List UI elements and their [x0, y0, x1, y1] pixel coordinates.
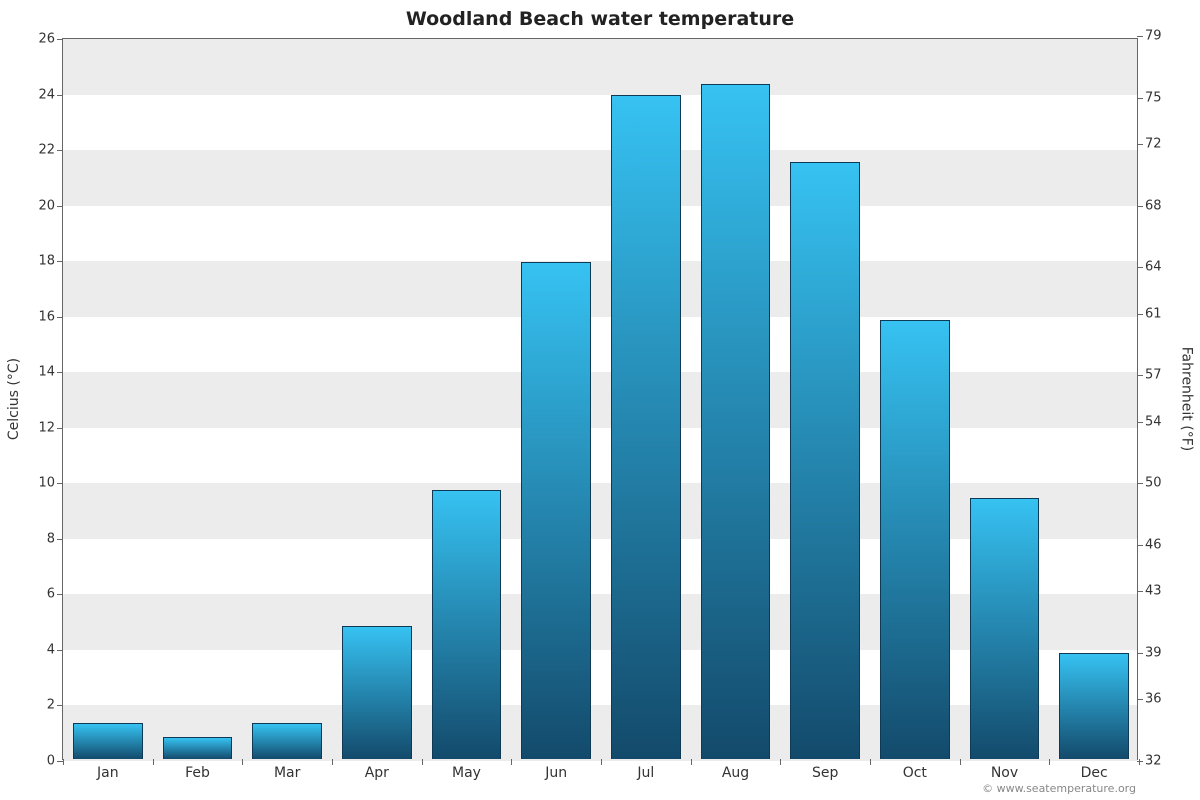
y-left-tickmark	[57, 428, 63, 429]
x-category-label: Dec	[1081, 759, 1108, 781]
y-axis-right-label: Fahrenheit (°F)	[1178, 347, 1194, 451]
bar	[790, 162, 860, 759]
x-tickmark	[960, 759, 961, 765]
y-left-tickmark	[57, 650, 63, 651]
x-category-label: Apr	[365, 759, 389, 781]
y-left-tickmark	[57, 150, 63, 151]
x-category-label: May	[452, 759, 481, 781]
y-left-tickmark	[57, 705, 63, 706]
x-category-label: Feb	[185, 759, 210, 781]
credit-text: © www.seatemperature.org	[982, 782, 1136, 795]
x-tickmark	[601, 759, 602, 765]
x-category-label: Mar	[274, 759, 300, 781]
x-category-label: Sep	[812, 759, 838, 781]
bar	[970, 498, 1040, 759]
x-category-label: Jan	[97, 759, 119, 781]
bar	[432, 490, 502, 759]
y-right-tickmark	[1137, 206, 1143, 207]
x-category-label: Nov	[991, 759, 1018, 781]
grid-band	[63, 150, 1137, 206]
x-tickmark	[422, 759, 423, 765]
x-category-label: Oct	[903, 759, 927, 781]
x-tickmark	[332, 759, 333, 765]
bar	[163, 737, 233, 759]
x-tickmark	[1139, 759, 1140, 765]
x-tickmark	[780, 759, 781, 765]
y-right-tickmark	[1137, 653, 1143, 654]
y-left-tickmark	[57, 261, 63, 262]
bar	[701, 84, 771, 759]
y-axis-left-label: Celcius (°C)	[6, 358, 22, 440]
y-right-tickmark	[1137, 545, 1143, 546]
grid-band	[63, 39, 1137, 95]
bar	[521, 262, 591, 759]
bar	[342, 626, 412, 759]
y-right-tickmark	[1137, 422, 1143, 423]
x-tickmark	[511, 759, 512, 765]
y-right-tickmark	[1137, 144, 1143, 145]
y-left-tickmark	[57, 539, 63, 540]
bar	[252, 723, 322, 759]
grid-band	[63, 261, 1137, 317]
x-category-label: Jul	[637, 759, 654, 781]
x-tickmark	[691, 759, 692, 765]
x-tickmark	[63, 759, 64, 765]
y-right-tickmark	[1137, 375, 1143, 376]
y-left-tickmark	[57, 594, 63, 595]
y-right-tickmark	[1137, 483, 1143, 484]
x-category-label: Jun	[545, 759, 567, 781]
bar	[73, 723, 143, 759]
x-tickmark	[870, 759, 871, 765]
x-category-label: Aug	[722, 759, 749, 781]
x-tickmark	[242, 759, 243, 765]
y-right-tickmark	[1137, 699, 1143, 700]
x-tickmark	[153, 759, 154, 765]
y-right-tickmark	[1137, 36, 1143, 37]
chart-title: Woodland Beach water temperature	[0, 8, 1200, 30]
y-left-tickmark	[57, 39, 63, 40]
y-left-tickmark	[57, 206, 63, 207]
y-right-tickmark	[1137, 314, 1143, 315]
y-left-tickmark	[57, 317, 63, 318]
y-right-tickmark	[1137, 98, 1143, 99]
y-left-tickmark	[57, 95, 63, 96]
x-tickmark	[1049, 759, 1050, 765]
y-right-tickmark	[1137, 591, 1143, 592]
y-left-tickmark	[57, 483, 63, 484]
y-left-tickmark	[57, 372, 63, 373]
grid-band	[63, 372, 1137, 428]
bar	[880, 320, 950, 759]
bar	[1059, 653, 1129, 759]
y-right-tickmark	[1137, 761, 1143, 762]
bar	[611, 95, 681, 759]
plot-area: 0246810121416182022242632363943465054576…	[62, 38, 1138, 760]
y-right-tickmark	[1137, 267, 1143, 268]
chart-container: Woodland Beach water temperature 0246810…	[0, 0, 1200, 800]
